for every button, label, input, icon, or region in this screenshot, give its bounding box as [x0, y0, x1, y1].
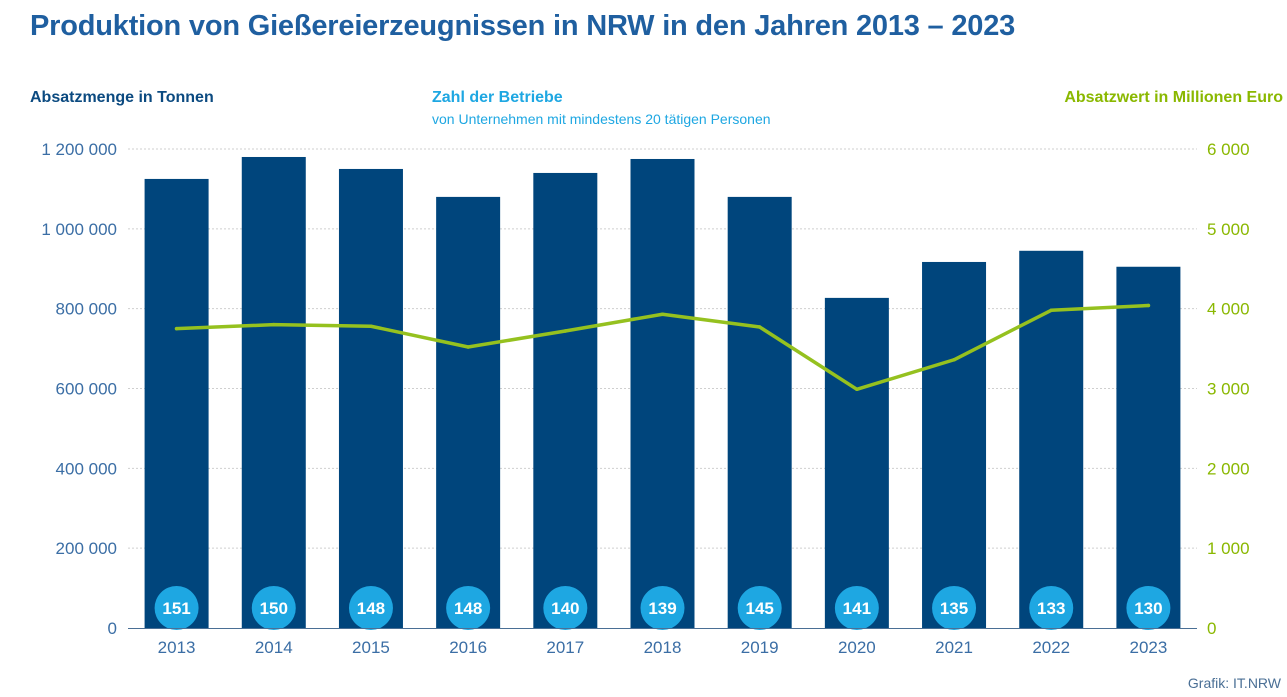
badge-value: 140 [551, 599, 579, 618]
absatzwert-point [855, 387, 859, 392]
left-axis-title: Absatzmenge in Tonnen [30, 89, 214, 106]
badge-value: 150 [260, 599, 288, 618]
badge-2022: 133 [1029, 586, 1074, 630]
right-tick-label: 2 000 [1207, 459, 1250, 478]
badge-circle [1126, 586, 1171, 630]
x-tick-label: 2018 [644, 638, 682, 657]
absatzwert-point [952, 358, 956, 362]
absatzwert-point [1146, 303, 1151, 308]
badge-2020: 141 [834, 586, 879, 630]
badge-value: 141 [843, 599, 871, 618]
axis-labels: 0 200 000 400 000 600 000 800 000 1 000 000 1 … [41, 140, 1249, 657]
x-tick-label: 2020 [838, 638, 876, 657]
x-tick-label: 2019 [741, 638, 779, 657]
badge-circle [543, 586, 588, 630]
badge-circle [932, 586, 977, 630]
absatzwert-point [1049, 308, 1053, 313]
right-tick-label: 4 000 [1207, 300, 1250, 319]
bar-2018 [630, 158, 695, 628]
badge-circle [1029, 586, 1074, 630]
badge-circle [640, 586, 685, 630]
right-tick-label: 6 000 [1207, 140, 1250, 159]
right-tick-label: 1 000 [1207, 539, 1250, 558]
x-tick-label: 2022 [1032, 638, 1070, 657]
bar-2013 [144, 178, 209, 628]
badge-value: 139 [648, 599, 676, 618]
x-tick-label: 2014 [255, 638, 293, 657]
x-tick-label: 2017 [546, 638, 584, 657]
badge-value: 133 [1037, 599, 1065, 618]
badge-value: 148 [357, 599, 385, 618]
x-tick-label: 2013 [158, 638, 196, 657]
badge-circle [348, 586, 393, 630]
absatzwert-point [272, 322, 276, 327]
bar-2017 [533, 172, 598, 628]
badge-2013: 151 [154, 586, 199, 630]
badge-value: 135 [940, 599, 968, 618]
badge-circle [446, 586, 491, 630]
bar-2020 [824, 297, 889, 628]
absatzwert-point [660, 312, 665, 317]
chart-title: Produktion von Gießereierzeugnissen in N… [30, 10, 1016, 42]
bar-2016 [436, 196, 501, 628]
badge-value: 148 [454, 599, 482, 618]
badge-2015: 148 [348, 586, 393, 630]
badge-circle [154, 586, 199, 630]
left-tick-label: 600 000 [56, 380, 117, 399]
badge-2019: 145 [737, 586, 782, 630]
bars [144, 156, 1181, 629]
badge-legend-subtitle: von Unternehmen mit mindestens 20 tätige… [432, 111, 771, 127]
badge-2014: 150 [251, 586, 296, 630]
credit-text: Grafik: IT.NRW [1187, 675, 1281, 691]
left-tick-label: 1 200 000 [41, 140, 117, 159]
bar-2022 [1019, 250, 1084, 628]
left-tick-label: 1 000 000 [41, 220, 117, 239]
right-axis-title: Absatzwert in Millionen Euro [1064, 89, 1283, 106]
badge-circle [251, 586, 296, 630]
right-tick-label: 0 [1207, 619, 1216, 638]
badge-2016: 148 [446, 586, 491, 630]
badge-circle [834, 586, 879, 630]
badge-value: 145 [745, 599, 773, 618]
bar-2015 [338, 168, 403, 629]
badge-value: 130 [1134, 599, 1162, 618]
right-tick-label: 3 000 [1207, 380, 1250, 399]
badge-2021: 135 [932, 586, 977, 630]
x-tick-label: 2021 [935, 638, 973, 657]
value-line [174, 303, 1151, 392]
badge-2017: 140 [543, 586, 588, 630]
badge-circle [737, 586, 782, 630]
right-tick-label: 5 000 [1207, 220, 1250, 239]
bar-2019 [727, 196, 792, 628]
left-tick-label: 400 000 [56, 459, 117, 478]
absatzwert-point [174, 326, 179, 331]
absatzwert-point [466, 345, 470, 349]
absatzwert-point [757, 325, 762, 329]
betriebe-badges: 151 150 148 148 140 139 145 141 135 133 130 [154, 586, 1171, 630]
x-tick-label: 2023 [1129, 638, 1167, 657]
left-tick-label: 800 000 [56, 300, 117, 319]
badge-2018: 139 [640, 586, 685, 630]
left-tick-label: 0 [108, 619, 117, 638]
badge-value: 151 [162, 599, 190, 618]
x-tick-label: 2016 [449, 638, 487, 657]
badge-2023: 130 [1126, 586, 1171, 630]
bar-2014 [241, 156, 306, 628]
absatzwert-point [369, 324, 373, 328]
x-tick-label: 2015 [352, 638, 390, 657]
bar-2021 [922, 261, 987, 628]
left-tick-label: 200 000 [56, 539, 117, 558]
badge-legend-title: Zahl der Betriebe [432, 89, 563, 106]
absatzwert-point [563, 329, 568, 333]
bar-2023 [1116, 266, 1181, 628]
